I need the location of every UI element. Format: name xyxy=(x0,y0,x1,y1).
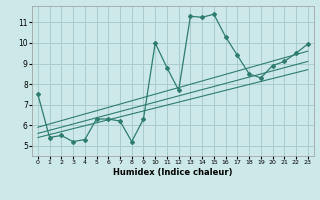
X-axis label: Humidex (Indice chaleur): Humidex (Indice chaleur) xyxy=(113,168,233,177)
